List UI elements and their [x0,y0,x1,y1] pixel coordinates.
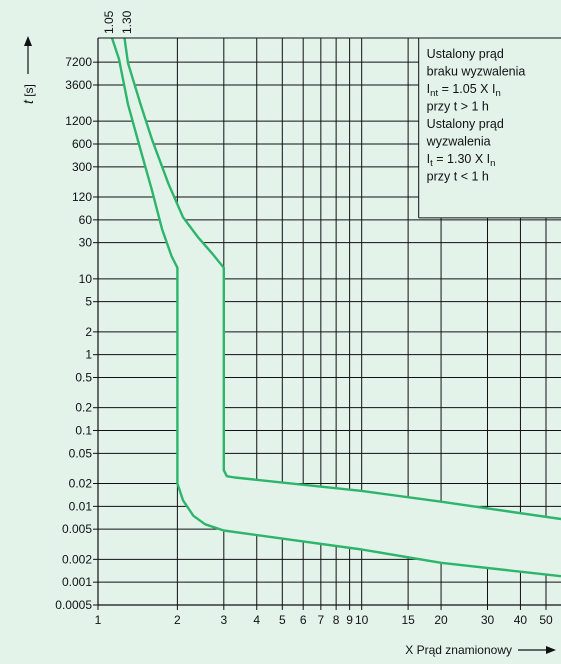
y-tick-label: 30 [79,236,93,250]
y-tick-label: 2 [85,325,92,339]
x-tick-label: 40 [514,613,528,627]
y-tick-label: 5 [85,295,92,309]
x-tick-label: 50 [539,613,553,627]
y-tick-label: 0.001 [62,575,92,589]
y-tick-label: 60 [79,213,93,227]
annotation-line: przy t < 1 h [427,170,489,184]
y-tick-label: 1200 [65,114,92,128]
x-tick-label: 1 [95,613,102,627]
y-tick-label: 1 [85,348,92,362]
x-tick-label: 9 [346,613,353,627]
annotation-line: Ustalony prąd [427,117,504,131]
x-tick-label: 7 [317,613,324,627]
y-axis-arrowhead [24,36,32,46]
x-tick-label: 30 [481,613,495,627]
x-tick-label: 2 [174,613,181,627]
x-tick-label: 6 [300,613,307,627]
y-tick-label: 0.0005 [55,598,92,612]
y-tick-label: 0.2 [75,401,92,415]
y-tick-label: 120 [72,190,92,204]
y-tick-label: 0.005 [62,522,92,536]
y-tick-label: 0.002 [62,552,92,566]
x-axis-arrowhead [546,646,556,654]
y-tick-label: 0.5 [75,371,92,385]
x-tick-label: 15 [401,613,415,627]
x-tick-label: 5 [279,613,286,627]
y-tick-label: 3600 [65,78,92,92]
y-axis-label: t [s] [20,84,36,104]
curve-label: 1.05 [102,10,116,34]
y-tick-label: 600 [72,137,92,151]
x-tick-label: 4 [253,613,260,627]
annotation-line: przy t > 1 h [427,100,489,114]
y-tick-label: 7200 [65,55,92,69]
curve-label: 1.30 [120,10,134,34]
x-tick-label: 8 [333,613,340,627]
x-tick-label: 20 [434,613,448,627]
annotation-line: wyzwalenia [426,135,491,149]
annotation-line: Ustalony prąd [427,47,504,61]
y-tick-label: 0.01 [69,499,93,513]
x-tick-label: 3 [220,613,227,627]
annotation-line: braku wyzwalenia [427,65,526,79]
y-tick-label: 300 [72,160,92,174]
y-tick-label: 0.02 [69,477,93,491]
y-tick-label: 10 [79,272,93,286]
x-axis-label: X Prąd znamionowy [405,643,512,657]
y-tick-label: 0.05 [69,446,93,460]
y-tick-label: 0.1 [75,424,92,438]
x-tick-label: 10 [355,613,369,627]
